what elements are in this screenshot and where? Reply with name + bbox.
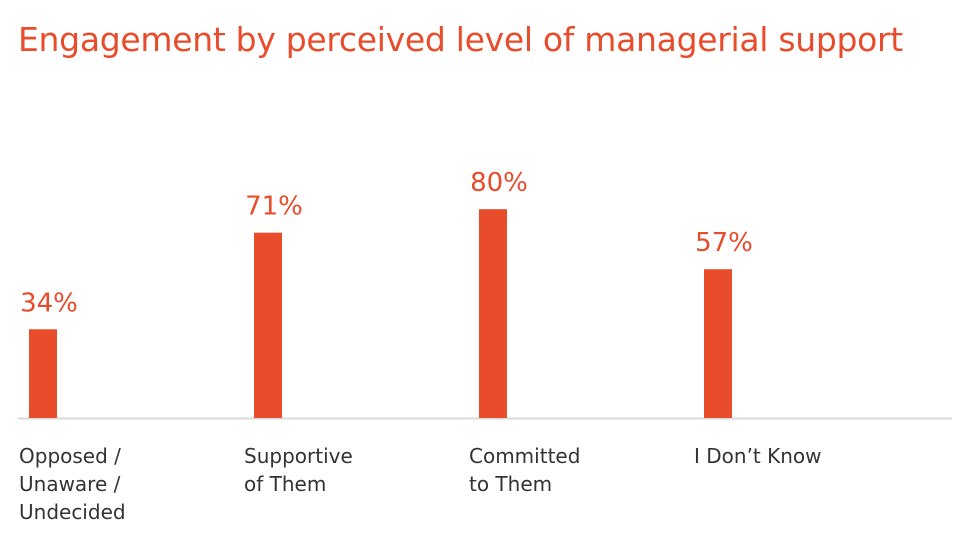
bar-3 [479,209,507,418]
data-label-3: 80% [470,168,528,198]
category-label-1: Undecided [19,500,126,524]
category-label-1: Unaware / [19,472,121,496]
bar-1 [29,329,57,418]
data-label-2: 71% [245,192,303,222]
category-label-4: I Don’t Know [694,444,822,468]
category-label-3: Committed [469,444,580,468]
category-label-1: Opposed / [19,444,121,468]
data-label-1: 34% [20,288,78,318]
category-label-2: of Them [244,472,326,496]
bar-4 [704,269,732,418]
category-label-2: Supportive [244,444,353,468]
category-label-3: to Them [469,472,552,496]
chart-title: Engagement by perceived level of manager… [18,20,903,59]
data-label-4: 57% [695,228,753,258]
bar-2 [254,232,282,418]
